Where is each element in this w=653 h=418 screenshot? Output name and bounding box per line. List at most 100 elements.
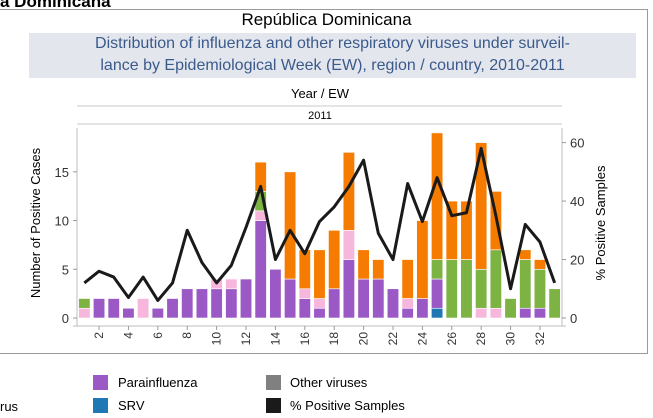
bar-segment bbox=[401, 259, 414, 299]
bar-segment bbox=[210, 288, 223, 319]
bar-segment bbox=[475, 307, 488, 319]
x-tick-label: 14 bbox=[268, 332, 282, 346]
legend-label-positive: % Positive Samples bbox=[290, 398, 405, 413]
bar-segment bbox=[181, 288, 194, 319]
bar-segment bbox=[372, 278, 385, 319]
bar-segment bbox=[151, 307, 164, 319]
bar-segment bbox=[284, 171, 297, 280]
bar-segment bbox=[166, 298, 179, 319]
bar-segment bbox=[475, 268, 488, 309]
bar-segment bbox=[504, 298, 517, 319]
bar-segment bbox=[284, 278, 297, 319]
bar-segment bbox=[269, 268, 282, 319]
bar-segment bbox=[386, 288, 400, 319]
bar-segment bbox=[313, 307, 326, 319]
legend-swatch-parainfluenza bbox=[93, 375, 108, 390]
bar-segment bbox=[533, 259, 546, 270]
x-tick-label: 24 bbox=[415, 332, 429, 346]
bar-segment bbox=[519, 259, 532, 309]
bar-segment bbox=[431, 259, 444, 280]
bar-segment bbox=[519, 249, 532, 260]
bar-segment bbox=[489, 307, 502, 319]
x-tick-label: 22 bbox=[386, 332, 400, 346]
bar-segment bbox=[93, 298, 106, 319]
subtitle-line-1: Distribution of influenza and other resp… bbox=[95, 35, 570, 52]
bar-segment bbox=[313, 249, 326, 299]
legend-label-other: Other viruses bbox=[290, 375, 368, 390]
y2-tick-label: 0 bbox=[570, 311, 577, 326]
bar-segment bbox=[460, 259, 473, 319]
bar-segment bbox=[401, 298, 414, 309]
bar-segment bbox=[431, 132, 444, 260]
x-tick-label: 30 bbox=[504, 332, 518, 346]
y2-tick-label: 40 bbox=[570, 194, 584, 209]
bar-segment bbox=[239, 278, 253, 319]
bar-segment bbox=[431, 278, 444, 309]
y-tick-label: 10 bbox=[55, 214, 69, 229]
bar-segment bbox=[328, 288, 341, 319]
bar-segment bbox=[313, 298, 326, 309]
y-axis-title: Number of Positive Cases bbox=[28, 147, 43, 298]
bar-segment bbox=[298, 288, 311, 299]
y2-tick-label: 60 bbox=[570, 136, 584, 151]
bar-segment bbox=[533, 268, 546, 309]
bar-segment bbox=[460, 200, 473, 260]
bar-segment bbox=[357, 249, 370, 280]
bar-segment bbox=[445, 259, 458, 319]
x-tick-label: 16 bbox=[298, 332, 312, 346]
bar-segment bbox=[195, 288, 208, 319]
bar-segment bbox=[328, 230, 341, 290]
bar-segment bbox=[401, 307, 414, 319]
positive-samples-line bbox=[83, 146, 557, 302]
bar-segment bbox=[416, 220, 429, 299]
bar-segment bbox=[416, 298, 429, 319]
bar-segment bbox=[475, 142, 488, 270]
bar-segment bbox=[225, 288, 238, 319]
bar-segment bbox=[78, 307, 91, 319]
page-header: a Dominicana bbox=[0, 0, 111, 11]
legend-swatch-srv bbox=[93, 398, 108, 413]
bar-segment bbox=[548, 288, 561, 319]
legend-label-srv: SRV bbox=[118, 398, 145, 413]
x-tick-label: 26 bbox=[445, 332, 459, 346]
bar-segment bbox=[342, 230, 355, 260]
bar-segment bbox=[254, 220, 267, 319]
bar-segment bbox=[342, 152, 355, 231]
x-tick-label: 12 bbox=[239, 332, 253, 346]
bar-segment bbox=[298, 298, 311, 319]
x-tick-label: 2 bbox=[92, 332, 106, 339]
y2-tick-label: 20 bbox=[570, 253, 584, 268]
bar-segment bbox=[107, 298, 120, 319]
bar-segment bbox=[342, 259, 355, 319]
y-tick-label: 5 bbox=[62, 262, 69, 277]
x-tick-label: 32 bbox=[533, 332, 547, 346]
x-tick-label: 20 bbox=[357, 332, 371, 346]
x-tick-label: 18 bbox=[327, 332, 341, 346]
x-tick-label: 28 bbox=[474, 332, 488, 346]
legend-swatch-other bbox=[266, 375, 281, 390]
x-tick-label: 8 bbox=[180, 332, 194, 339]
bar-segment bbox=[137, 298, 150, 319]
chart-subtitle: Distribution of influenza and other resp… bbox=[29, 33, 636, 78]
legend-swatch-positive bbox=[266, 398, 281, 413]
y-tick-label: 15 bbox=[55, 165, 69, 180]
bar-segment bbox=[357, 278, 370, 319]
bar-segment bbox=[519, 307, 532, 319]
x-tick-label: 4 bbox=[121, 332, 135, 339]
bar-segment bbox=[122, 307, 135, 319]
x-header-label: Year / EW bbox=[291, 86, 350, 101]
y-tick-label: 0 bbox=[62, 311, 69, 326]
bar-segment bbox=[445, 200, 458, 260]
year-label: 2011 bbox=[308, 110, 332, 122]
bar-segment bbox=[372, 259, 385, 280]
subtitle-line-2: lance by Epidemiological Week (EW), regi… bbox=[100, 57, 565, 74]
y2-axis-title: % Positive Samples bbox=[593, 165, 608, 280]
legend-item-cut: rus bbox=[0, 399, 19, 414]
x-tick-label: 10 bbox=[210, 332, 224, 346]
x-tick-label: 6 bbox=[151, 332, 165, 339]
bar-segment bbox=[78, 298, 91, 309]
bar-segment bbox=[225, 278, 238, 290]
legend-label-parainfluenza: Parainfluenza bbox=[118, 375, 198, 390]
bar-segment bbox=[533, 307, 546, 319]
